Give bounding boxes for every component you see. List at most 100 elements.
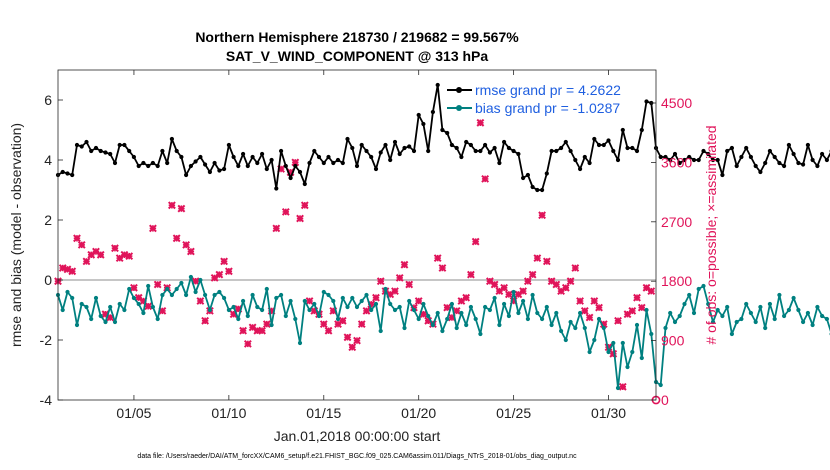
rmse-point (146, 163, 151, 169)
bias-point (449, 301, 454, 307)
rmse-point (777, 160, 782, 166)
chart-subtitle: SAT_V_WIND_COMPONENT @ 313 hPa (226, 48, 489, 64)
bias-point (578, 310, 583, 316)
obs-assimilated-marker (239, 326, 248, 335)
rmse-point (672, 151, 678, 157)
rmse-point (297, 169, 303, 175)
bias-point (184, 292, 189, 298)
rmse-point (601, 142, 606, 148)
bias-point (350, 295, 355, 301)
bias-point (592, 337, 597, 343)
rmse-point (587, 160, 592, 166)
bias-point (326, 292, 331, 298)
bias-point (331, 298, 336, 304)
rmse-point (544, 171, 549, 176)
obs-assimilated-marker (466, 270, 475, 279)
obs-assimilated-marker (528, 270, 537, 279)
rmse-point (312, 148, 317, 154)
rmse-point (511, 148, 516, 154)
bias-point (340, 295, 345, 301)
bias-point (117, 301, 122, 307)
rmse-point (150, 160, 155, 166)
obs-assimilated-marker (523, 277, 532, 286)
obs-assimilated-marker (438, 264, 447, 272)
obs-assimilated-marker (542, 257, 551, 266)
rmse-point (136, 163, 141, 169)
legend-rmse-label: rmse grand pr = 4.2622 (475, 82, 621, 98)
bias-point (454, 325, 459, 331)
bias-point (407, 298, 412, 304)
obs-assimilated-marker (633, 293, 641, 302)
bias-point (241, 298, 246, 304)
bias-point (535, 310, 540, 316)
rmse-point (820, 151, 825, 157)
rmse-point (193, 159, 198, 164)
bias-point (146, 283, 151, 289)
bias-point (696, 286, 701, 292)
rmse-point (710, 157, 716, 163)
bias-point (283, 313, 288, 319)
y-axis-ticks: -4 -2 0 2 4 6 (40, 92, 63, 408)
rmse-point (60, 169, 65, 175)
rmse-line (57, 84, 830, 191)
rmse-point (174, 148, 179, 154)
bias-point (540, 316, 545, 322)
bias-point (663, 325, 668, 331)
rmse-point (335, 157, 341, 163)
bias-point (84, 304, 89, 310)
rmse-point (563, 139, 568, 145)
rmse-point (644, 99, 649, 104)
bias-point (155, 316, 160, 322)
bias-point (426, 313, 431, 319)
obs-assimilated-marker (471, 237, 480, 246)
rmse-point (748, 154, 754, 160)
bias-point (397, 304, 402, 310)
bias-point (169, 292, 174, 298)
bias-point (103, 319, 108, 325)
bias-point (74, 322, 80, 328)
rmse-point (815, 163, 820, 169)
rmse-point (264, 166, 269, 172)
bias-point (758, 304, 763, 310)
rmse-point (521, 175, 526, 181)
y2-tick-label: 0 (661, 392, 669, 408)
y-axis-label: rmse and bias (model - observation) (8, 123, 24, 347)
bias-point (772, 316, 777, 322)
obs-assimilated-marker (476, 118, 485, 127)
obs-assimilated-marker (172, 234, 181, 243)
bias-point (748, 310, 754, 316)
rmse-point (668, 157, 673, 163)
rmse-point (283, 163, 288, 169)
rmse-point (568, 148, 573, 154)
rmse-point (354, 163, 360, 169)
obs-assimilated-marker (376, 277, 385, 286)
rmse-point (397, 151, 402, 157)
obs-assimilated-marker (182, 240, 191, 249)
rmse-point (165, 160, 170, 166)
obs-assimilated-marker (125, 252, 134, 261)
obs-assimilated-marker (595, 303, 603, 312)
rmse-point (188, 163, 193, 169)
bias-point (791, 295, 796, 301)
rmse-point (468, 142, 473, 148)
rmse-point (720, 172, 725, 178)
rmse-point (506, 145, 511, 151)
rmse-point (222, 166, 227, 172)
bias-point (677, 313, 682, 319)
rmse-point (805, 142, 811, 148)
rmse-point (411, 148, 417, 154)
bias-point (274, 295, 279, 301)
bias-point (255, 304, 260, 310)
bias-point (430, 322, 435, 328)
bias-point (544, 304, 549, 310)
bias-point (207, 307, 212, 313)
obs-assimilated-marker (533, 254, 542, 263)
legend-rmse-marker (456, 87, 462, 93)
bias-point (521, 298, 526, 304)
bias-point (625, 364, 630, 370)
bias-point (644, 307, 649, 313)
obs-assimilated-marker (167, 201, 176, 210)
bias-point (497, 322, 502, 328)
rmse-point (549, 148, 554, 154)
